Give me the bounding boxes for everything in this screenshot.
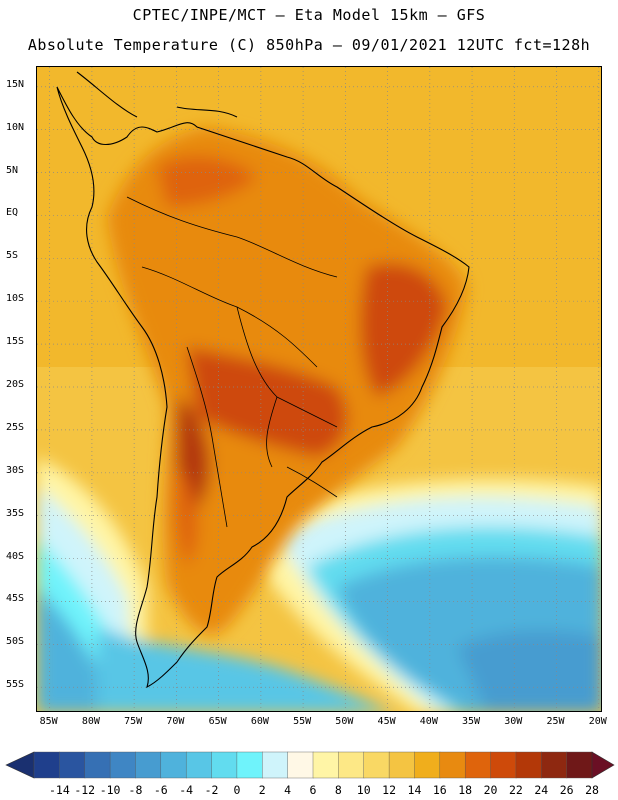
colorbar-under-arrow (5, 751, 35, 779)
colorbar-label: 6 (309, 783, 317, 797)
longitude-label: 60W (250, 716, 269, 727)
colorbar-label: 16 (432, 783, 447, 797)
colorbar-swatch (59, 751, 86, 779)
longitude-label: 40W (419, 716, 438, 727)
colorbar-swatch (236, 751, 263, 779)
colorbar-label: 18 (458, 783, 473, 797)
colorbar-swatch (515, 751, 542, 779)
land-heat-fields (107, 127, 467, 635)
longitude-label: 75W (124, 716, 143, 727)
latitude-label: 5S (6, 250, 19, 262)
colorbar-label: -12 (74, 783, 96, 797)
colorbar-swatch (312, 751, 339, 779)
country-borders (126, 196, 338, 528)
cold-fields (37, 457, 601, 711)
colorbar-label: 2 (258, 783, 266, 797)
colorbar-swatch (287, 751, 314, 779)
colorbar-swatch (84, 751, 111, 779)
colorbar-label: 12 (382, 783, 396, 797)
colorbar-swatch (464, 751, 492, 779)
colorbar-swatch (211, 751, 238, 779)
colorbar-label: 10 (356, 783, 371, 797)
latitude-label: 20S (6, 378, 25, 390)
colorbar-label: 8 (334, 783, 342, 797)
colorbar-label: -4 (179, 783, 194, 797)
longitude-label: 25W (546, 716, 565, 727)
colorbar-swatch (185, 751, 213, 779)
colorbar-label: -14 (48, 783, 70, 797)
longitude-label: 35W (462, 716, 481, 727)
colorbar-label: 20 (483, 783, 498, 797)
colorbar-label: 28 (585, 783, 599, 797)
colorbar-label: 14 (407, 783, 422, 797)
latitude-label: 15N (6, 78, 25, 90)
map-canvas (37, 67, 601, 711)
latitude-label: 40S (6, 550, 25, 562)
colorbar-swatch (363, 751, 390, 779)
longitude-label: 65W (208, 716, 227, 727)
latitude-label: 30S (6, 464, 25, 476)
latitude-label: EQ (6, 207, 19, 219)
latitude-label: 45S (6, 593, 25, 605)
colorbar-label: 26 (559, 783, 574, 797)
coastlines (56, 71, 470, 689)
colorbar-swatch (388, 751, 416, 779)
latitude-label: 55S (6, 679, 25, 691)
longitude-label: 20W (588, 716, 607, 727)
colorbar-label: 22 (508, 783, 523, 797)
colorbar-swatch (262, 751, 289, 779)
colorbar-label: -2 (204, 783, 219, 797)
colorbar-over-arrow (591, 751, 615, 779)
longitude-label: 55W (293, 716, 312, 727)
latitude-label: 50S (6, 636, 25, 648)
latitude-label: 15S (6, 336, 25, 348)
latitude-label: 25S (6, 421, 25, 433)
longitude-label: 85W (39, 716, 58, 727)
colorbar-swatch (439, 751, 466, 779)
colorbar-swatch (33, 751, 60, 779)
latitude-label: 10N (6, 121, 25, 133)
colorbar-swatch (109, 751, 137, 779)
longitude-label: 70W (166, 716, 185, 727)
colorbar-swatch (541, 751, 568, 779)
colorbar-swatch (566, 751, 593, 779)
latitude-label: 10S (6, 293, 25, 305)
colorbar-swatch (338, 751, 365, 779)
title-line-2: Absolute Temperature (C) 850hPa – 09/01/… (27, 36, 591, 54)
colorbar-label: -6 (153, 783, 168, 797)
colorbar-label: 24 (534, 783, 549, 797)
colorbar-label: 4 (284, 783, 292, 797)
longitude-label: 30W (504, 716, 523, 727)
longitude-label: 45W (377, 716, 396, 727)
colorbar-swatch (135, 751, 162, 779)
colorbar-swatch (490, 751, 517, 779)
longitude-label: 50W (335, 716, 354, 727)
longitude-label: 80W (81, 716, 100, 727)
temperature-map (36, 66, 602, 712)
latitude-label: 5N (6, 164, 19, 176)
title-line-1: CPTEC/INPE/MCT – Eta Model 15km – GFS (132, 6, 486, 24)
colorbar-label: 0 (233, 783, 241, 797)
colorbar-label: -8 (128, 783, 143, 797)
latitude-label: 35S (6, 507, 25, 519)
colorbar (5, 751, 615, 779)
colorbar-swatch (160, 751, 187, 779)
colorbar-swatch (414, 751, 441, 779)
colorbar-label: -10 (99, 783, 121, 797)
